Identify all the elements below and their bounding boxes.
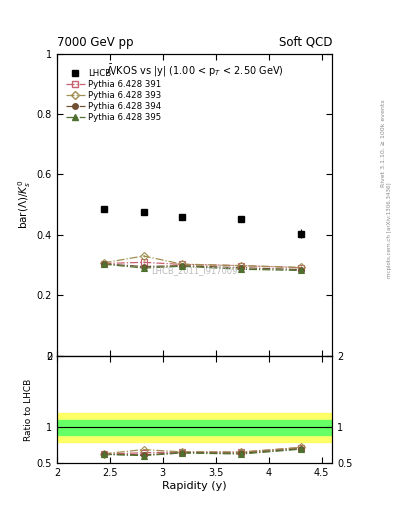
Y-axis label: bar($\Lambda$)/$K^0_s$: bar($\Lambda$)/$K^0_s$ (16, 180, 33, 229)
Text: Rivet 3.1.10, ≥ 100k events: Rivet 3.1.10, ≥ 100k events (381, 99, 386, 187)
Bar (57, 413, 332, 442)
Text: $\bar{\Lambda}$/KOS vs |y| (1.00 < p$_{T}$ < 2.50 GeV): $\bar{\Lambda}$/KOS vs |y| (1.00 < p$_{T… (106, 63, 283, 79)
Bar (57, 420, 332, 435)
Legend: LHCB, Pythia 6.428 391, Pythia 6.428 393, Pythia 6.428 394, Pythia 6.428 395: LHCB, Pythia 6.428 391, Pythia 6.428 393… (64, 67, 163, 124)
X-axis label: Rapidity (y): Rapidity (y) (162, 481, 227, 491)
Text: 7000 GeV pp: 7000 GeV pp (57, 36, 134, 49)
Text: Soft QCD: Soft QCD (279, 36, 332, 49)
Text: mcplots.cern.ch [arXiv:1306.3436]: mcplots.cern.ch [arXiv:1306.3436] (387, 183, 391, 278)
Text: LHCB_2011_I917009: LHCB_2011_I917009 (151, 267, 238, 275)
Y-axis label: Ratio to LHCB: Ratio to LHCB (24, 378, 33, 441)
